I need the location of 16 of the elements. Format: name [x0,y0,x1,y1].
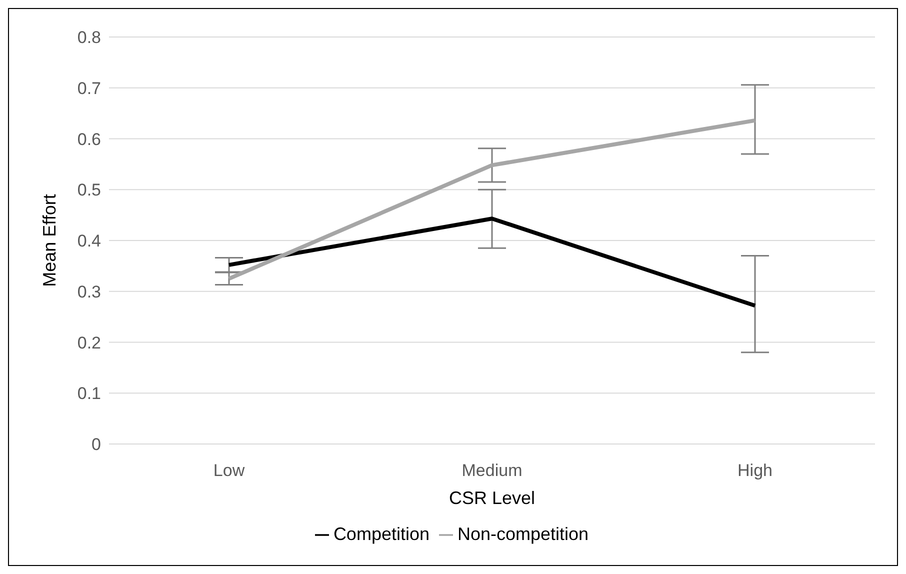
x-tick-label: High [738,461,772,480]
y-tick-label: 0.5 [77,180,101,200]
y-tick-label: 0 [92,435,101,454]
y-tick-label: 0.6 [77,130,101,149]
x-axis-title: CSR Level [448,488,536,508]
y-tick-label: 0.1 [77,384,101,404]
legend-label: Competition [333,524,430,544]
x-tick-label: Medium [462,461,522,480]
y-tick-label: 0.8 [77,28,101,48]
legend-label: Non-competition [457,524,589,544]
y-axis-title: Mean Effort [39,194,60,287]
y-tick-label: 0.4 [77,232,101,251]
y-tick-label: 0.7 [77,78,101,98]
y-tick-label: 0.3 [77,282,101,302]
y-tick-label: 0.2 [77,333,101,352]
x-tick-label: Low [213,461,246,480]
